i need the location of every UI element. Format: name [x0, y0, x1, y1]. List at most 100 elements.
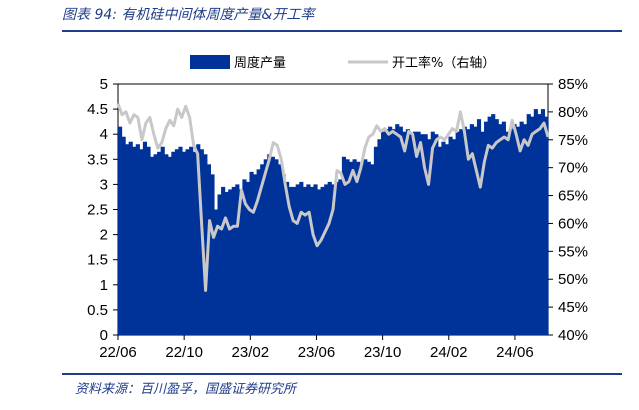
bar [299, 181, 304, 335]
left-tick-label: 1 [100, 277, 108, 294]
bar [174, 149, 180, 335]
bar [533, 109, 538, 335]
bar [238, 189, 243, 335]
right-tick-label: 50% [558, 271, 588, 288]
bar [263, 159, 268, 335]
bar [196, 144, 201, 335]
bar [388, 126, 393, 335]
left-axis: 0 0.5 1 1.5 2 2.5 3 3.5 4 4.5 5 [87, 76, 118, 344]
bar [313, 184, 318, 335]
bar [235, 184, 240, 335]
bar [242, 179, 247, 335]
bar [277, 164, 283, 335]
bar [210, 174, 215, 335]
bar [412, 131, 418, 335]
bar [118, 126, 123, 335]
x-tick-label: 24/02 [430, 344, 468, 361]
bar [256, 169, 261, 335]
bar [501, 121, 506, 336]
bar [462, 126, 467, 335]
bar [132, 146, 137, 335]
bar [427, 139, 432, 335]
right-tick-label: 65% [558, 188, 588, 205]
bar [384, 129, 389, 335]
bar [121, 136, 126, 335]
bar [377, 139, 382, 335]
bar [466, 129, 471, 335]
right-tick-label: 45% [558, 299, 588, 316]
right-tick-label: 85% [558, 76, 588, 93]
bar [402, 131, 407, 335]
line-series-group [116, 103, 550, 292]
left-tick-label: 1.5 [87, 252, 108, 269]
bar [203, 154, 208, 335]
bar [476, 119, 482, 335]
bar [469, 124, 474, 335]
figure-title: 图表 94: 有机硅中间体周度产量&开工率 [62, 7, 315, 23]
bar [455, 131, 460, 335]
bar [416, 131, 421, 335]
bar [167, 156, 172, 335]
bar [189, 146, 194, 335]
bar [391, 129, 396, 335]
bar [523, 124, 528, 335]
bar [434, 134, 439, 335]
bar [171, 151, 176, 335]
bar [448, 136, 453, 335]
bar [491, 114, 496, 336]
bar [324, 184, 329, 335]
bar [359, 164, 364, 335]
bar [270, 156, 275, 335]
bar [231, 186, 236, 335]
bar [473, 126, 478, 335]
bar [420, 134, 425, 335]
bar [430, 131, 435, 335]
bar [327, 181, 332, 335]
bar [128, 141, 133, 335]
left-tick-label: 3 [100, 176, 108, 193]
legend-label-line: 开工率%（右轴） [392, 55, 495, 71]
bar [505, 131, 510, 335]
bar [441, 141, 446, 335]
bar [146, 146, 151, 335]
bar [519, 121, 524, 336]
bar [302, 186, 307, 335]
bar [181, 151, 187, 335]
bar [537, 114, 542, 336]
bar [274, 159, 279, 335]
bar [530, 116, 535, 335]
bar [544, 116, 549, 335]
right-tick-label: 40% [558, 327, 588, 344]
left-tick-label: 2.5 [87, 202, 108, 219]
source-rule [62, 373, 622, 375]
bar [164, 154, 169, 335]
x-tick-label: 22/10 [165, 344, 203, 361]
utilization-line [116, 103, 550, 292]
bar [352, 159, 357, 335]
legend-swatch-bar [190, 55, 230, 69]
right-axis: 40% 45% 50% 55% 60% 65% 70% 75% 80% 85% [548, 76, 588, 344]
x-tick-label: 23/02 [232, 344, 270, 361]
bar [149, 156, 155, 335]
x-tick-label: 22/06 [99, 344, 137, 361]
bar [380, 131, 386, 335]
bar [409, 134, 414, 335]
left-tick-label: 2 [100, 227, 108, 244]
bar [348, 161, 354, 335]
left-tick-label: 5 [100, 76, 108, 93]
bar [398, 126, 403, 335]
left-tick-label: 3.5 [87, 151, 108, 168]
x-tick-label: 23/10 [364, 344, 402, 361]
bar [217, 194, 222, 335]
x-tick-label: 23/06 [298, 344, 336, 361]
right-tick-label: 55% [558, 243, 588, 260]
bar [452, 139, 457, 335]
bar [363, 159, 368, 335]
bar [224, 191, 229, 335]
bar [370, 164, 375, 335]
bar [245, 181, 251, 335]
bar [405, 129, 410, 335]
figure-source: 资料来源：百川盈孚，国盛证券研究所 [75, 382, 297, 397]
bar [249, 171, 254, 335]
bar [498, 124, 503, 335]
